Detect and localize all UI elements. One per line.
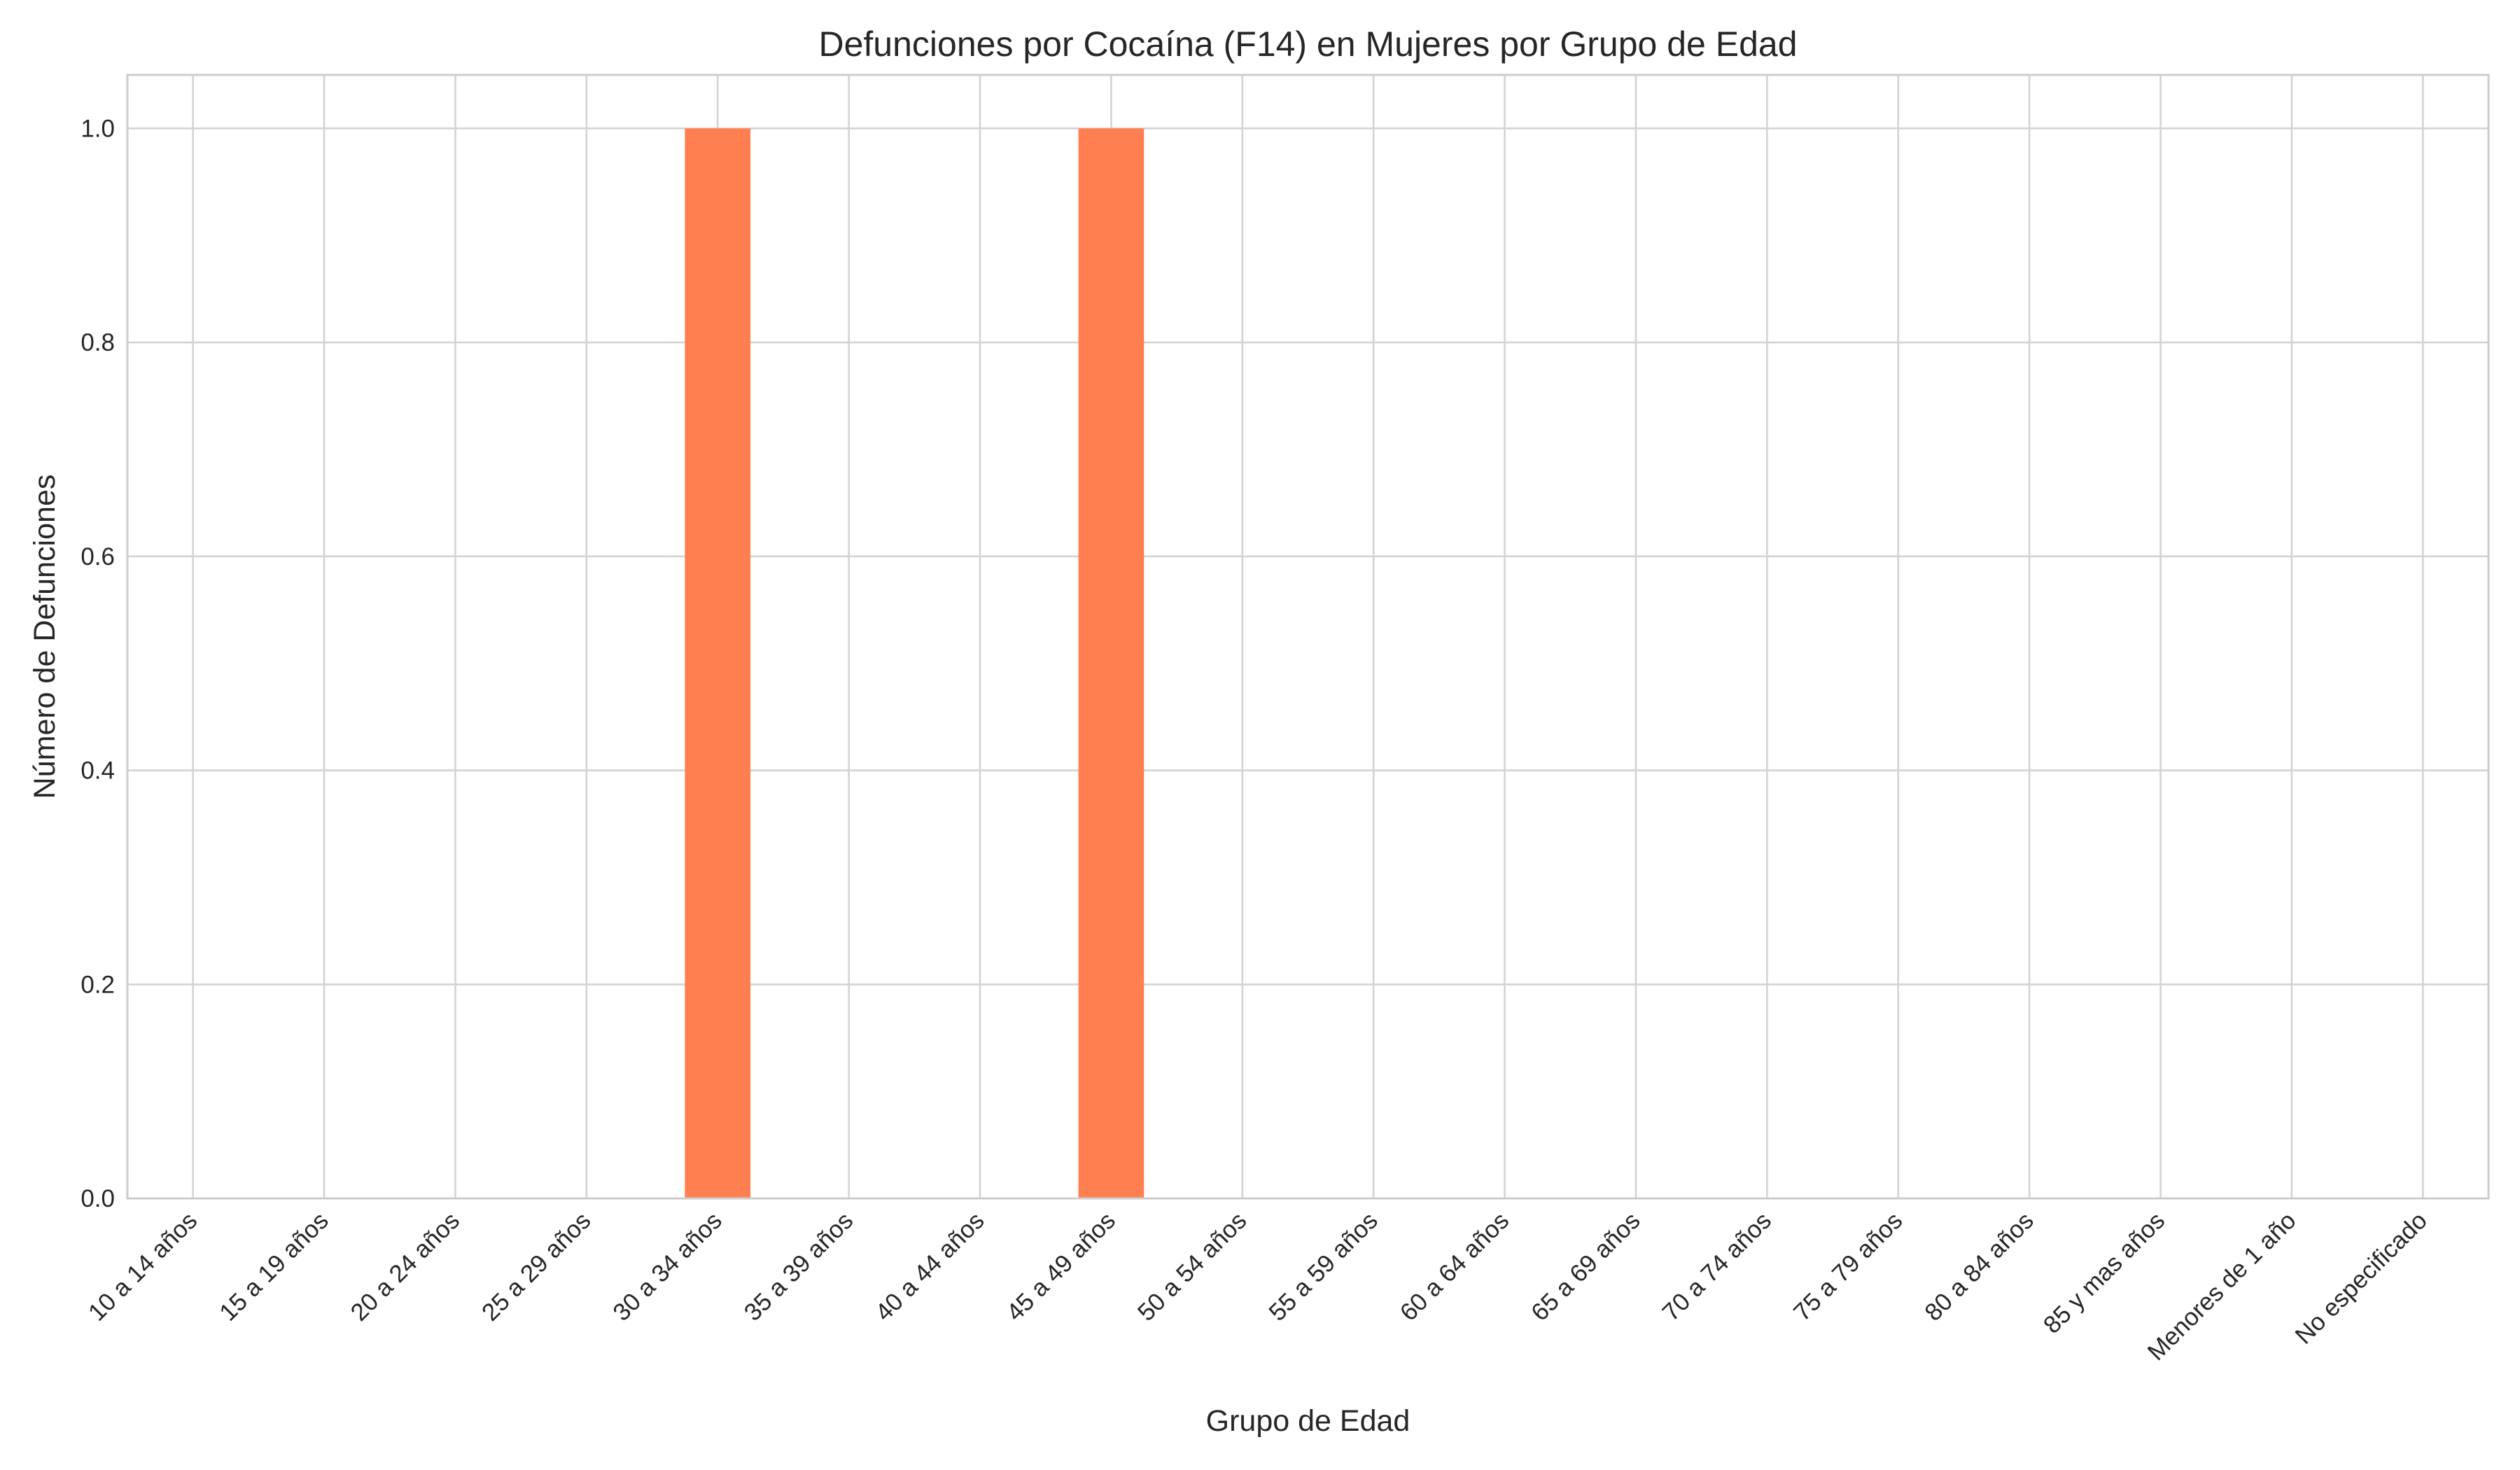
- x-tick-label: 10 a 14 años: [83, 1207, 203, 1326]
- x-tick-label: 15 a 19 años: [214, 1207, 334, 1326]
- x-tick-label: 55 a 59 años: [1264, 1207, 1383, 1326]
- x-tick-label: 60 a 64 años: [1395, 1207, 1515, 1326]
- x-tick-label: 45 a 49 años: [1001, 1207, 1121, 1326]
- x-tick-label: 20 a 24 años: [345, 1207, 465, 1326]
- y-tick-label: 0.6: [80, 543, 115, 570]
- plot-frame: [126, 74, 2490, 1200]
- x-tick-labels: 10 a 14 años 15 a 19 años 20 a 24 años 25 a…: [83, 1207, 2432, 1366]
- x-tick-label: 80 a 84 años: [1919, 1207, 2039, 1326]
- y-tick-label: 0.4: [80, 757, 115, 785]
- x-tick-label: 30 a 34 años: [608, 1207, 727, 1326]
- x-tick-label: 85 y mas años: [2038, 1207, 2171, 1339]
- y-tick-label: 0.8: [80, 329, 115, 356]
- bar: [685, 128, 751, 1198]
- y-axis-label: Número de Defunciones: [28, 475, 62, 799]
- x-tick-label: 25 a 29 años: [477, 1207, 596, 1326]
- y-tick-labels: 0.0 0.2 0.4 0.6 0.8 1.0: [80, 115, 115, 1212]
- x-tick-label: 35 a 39 años: [739, 1207, 859, 1326]
- bar: [1078, 128, 1144, 1198]
- x-tick-label: Menores de 1 año: [2142, 1207, 2301, 1366]
- x-tick-label: 40 a 44 años: [870, 1207, 990, 1326]
- y-tick-label: 0.0: [80, 1185, 115, 1212]
- y-tick-label: 1.0: [80, 115, 115, 142]
- x-tick-label: No especificado: [2290, 1207, 2432, 1350]
- x-tick-label: 75 a 79 años: [1788, 1207, 1908, 1326]
- x-tick-label: 65 a 69 años: [1526, 1207, 1646, 1326]
- x-tick-label: 70 a 74 años: [1657, 1207, 1777, 1326]
- x-tick-label: 50 a 54 años: [1133, 1207, 1252, 1326]
- grid-lines: [127, 75, 2488, 1200]
- x-axis-label: Grupo de Edad: [1206, 1404, 1410, 1438]
- y-tick-label: 0.2: [80, 971, 115, 998]
- bars: [685, 128, 1144, 1198]
- chart-title: Defunciones por Cocaína (F14) en Mujeres…: [819, 24, 1798, 64]
